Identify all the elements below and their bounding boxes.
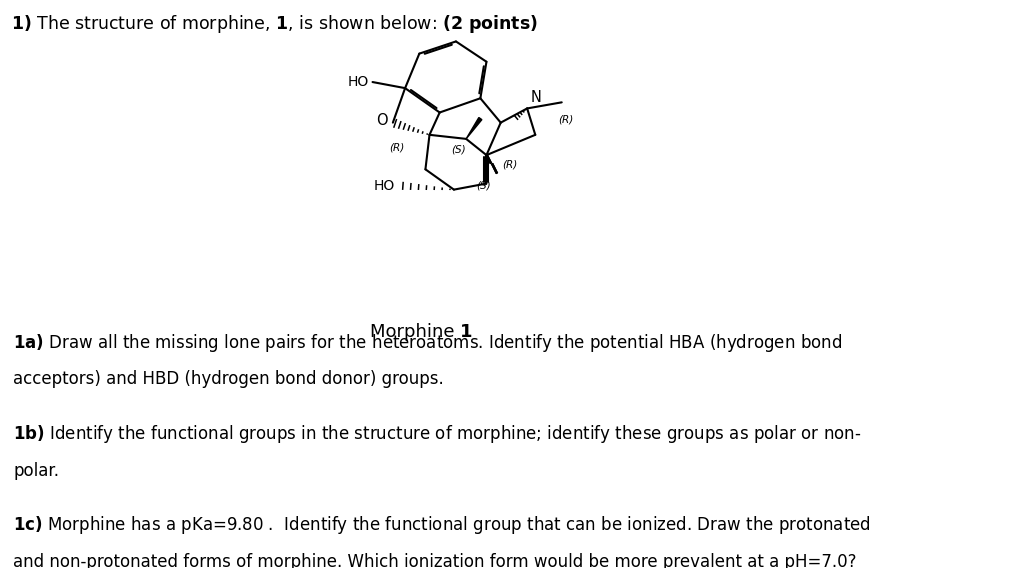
Text: $\bf{1c)}$ Morphine has a pKa=9.80 .  Identify the functional group that can be : $\bf{1c)}$ Morphine has a pKa=9.80 . Ide…: [13, 515, 871, 536]
Text: 1: 1: [460, 323, 472, 340]
Text: N: N: [530, 90, 542, 105]
Text: (R): (R): [502, 160, 517, 169]
Polygon shape: [466, 118, 482, 139]
Text: polar.: polar.: [13, 462, 59, 480]
Text: HO: HO: [374, 178, 395, 193]
Text: (S): (S): [452, 145, 466, 155]
Text: and non-protonated forms of morphine. Which ionization form would be more preval: and non-protonated forms of morphine. Wh…: [13, 553, 857, 568]
Text: (R): (R): [389, 143, 404, 153]
Text: $\bf{1a)}$ Draw all the missing lone pairs for the heteroatoms. Identify the pot: $\bf{1a)}$ Draw all the missing lone pai…: [13, 332, 843, 354]
Text: O: O: [376, 113, 387, 128]
Text: $\bf{1)}$ The structure of morphine, $\bf{1}$, is shown below: $\bf{(2\ points)}: $\bf{1)}$ The structure of morphine, $\b…: [10, 14, 538, 35]
Text: (R): (R): [558, 115, 573, 124]
Text: acceptors) and HBD (hydrogen bond donor) groups.: acceptors) and HBD (hydrogen bond donor)…: [13, 370, 444, 389]
Text: (S): (S): [476, 181, 490, 191]
Text: HO: HO: [347, 75, 369, 89]
Text: Morphine: Morphine: [370, 323, 460, 340]
Text: $\bf{1b)}$ Identify the functional groups in the structure of morphine; identify: $\bf{1b)}$ Identify the functional group…: [13, 423, 862, 445]
